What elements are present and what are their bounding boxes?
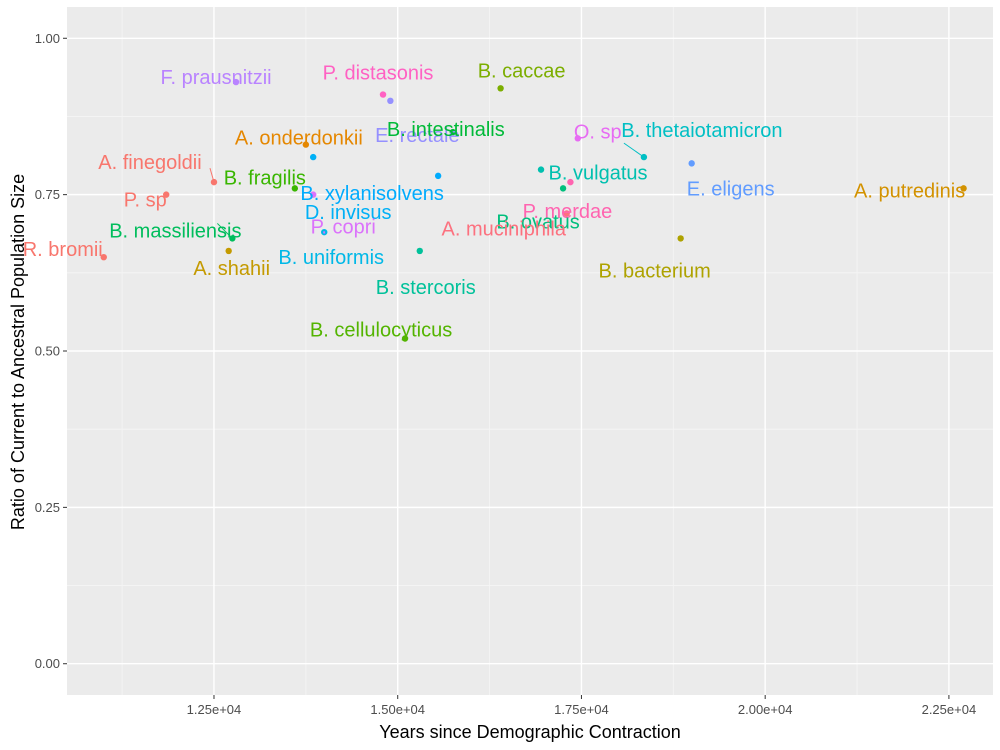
point-label: A. onderdonkii xyxy=(235,128,363,150)
point-label: B. stercoris xyxy=(376,277,476,299)
data-point xyxy=(677,235,684,242)
point-label: B. vulgatus xyxy=(549,163,648,185)
data-point xyxy=(163,191,170,198)
x-tick-label: 2.25e+04 xyxy=(922,702,977,717)
point-label: A. shahii xyxy=(193,258,270,280)
data-point xyxy=(640,153,648,161)
data-point xyxy=(559,185,567,192)
y-tick-label: 0.25 xyxy=(35,500,60,515)
point-label: R. bromii xyxy=(23,239,103,261)
data-point xyxy=(291,185,299,192)
data-point xyxy=(387,97,394,105)
y-tick-label: 1.00 xyxy=(35,31,60,46)
point-label: A. muciniphila xyxy=(441,218,566,240)
data-point xyxy=(416,247,423,255)
point-label: E. eligens xyxy=(687,178,775,200)
point-label: P. copri xyxy=(311,217,376,239)
point-label: B. thetaiotamicron xyxy=(621,120,782,142)
point-label: B. intestinalis xyxy=(387,119,505,141)
data-point xyxy=(210,178,218,186)
data-point xyxy=(497,85,504,92)
point-label: B. massiliensis xyxy=(109,220,241,242)
point-label: P. sp xyxy=(124,190,167,212)
data-point xyxy=(321,228,328,236)
y-tick-label: 0.75 xyxy=(35,187,60,202)
data-point xyxy=(309,153,317,161)
point-label: O. sp xyxy=(574,121,622,143)
data-point xyxy=(229,235,236,242)
data-point xyxy=(537,166,545,173)
point-label: B. xylanisolvens xyxy=(300,183,443,205)
point-label: A. putredinis xyxy=(854,180,965,202)
point-label: B. ovatus xyxy=(496,211,579,233)
point-label: B. caccae xyxy=(478,60,566,82)
axis-ticks: 1.25e+04 1.50e+04 1.75e+04 2.00e+04 2.25e+04… xyxy=(35,31,977,717)
data-point xyxy=(302,141,310,148)
data-points xyxy=(100,78,967,342)
point-label: P. distasonis xyxy=(323,63,434,85)
data-point xyxy=(401,335,409,342)
data-point xyxy=(574,135,581,142)
point-label: P. merdae xyxy=(523,201,613,223)
data-point xyxy=(563,210,570,217)
y-axis-title: Ratio of Current to Ancestral Population… xyxy=(8,174,28,530)
x-tick-label: 1.25e+04 xyxy=(187,702,242,717)
data-point xyxy=(434,172,442,180)
data-point xyxy=(960,185,967,192)
data-point xyxy=(688,160,695,167)
x-tick-label: 1.50e+04 xyxy=(370,702,425,717)
y-tick-label: 0.50 xyxy=(35,344,60,359)
point-label: D. invisus xyxy=(305,202,392,224)
point-label: B. bacterium xyxy=(599,260,711,282)
data-point xyxy=(100,253,107,261)
point-label: A. finegoldii xyxy=(98,152,201,174)
point-label: E. rectale xyxy=(375,125,459,147)
data-point xyxy=(449,128,457,136)
data-point xyxy=(379,91,387,98)
data-point xyxy=(309,191,317,198)
data-point xyxy=(232,78,240,86)
y-tick-label: 0.00 xyxy=(35,656,60,671)
label-connector xyxy=(623,142,645,158)
point-label: F. prausnitzii xyxy=(160,67,271,89)
point-label: B. fragilis xyxy=(224,167,306,189)
label-connector xyxy=(217,223,233,239)
x-tick-label: 2.00e+04 xyxy=(738,702,793,717)
data-point xyxy=(225,247,232,255)
major-gridlines xyxy=(67,7,993,695)
data-point xyxy=(567,178,574,186)
point-label: B. cellulocyticus xyxy=(310,319,452,341)
point-label: B. uniformis xyxy=(278,247,384,269)
x-axis-title: Years since Demographic Contraction xyxy=(379,722,681,742)
x-tick-label: 1.75e+04 xyxy=(554,702,609,717)
